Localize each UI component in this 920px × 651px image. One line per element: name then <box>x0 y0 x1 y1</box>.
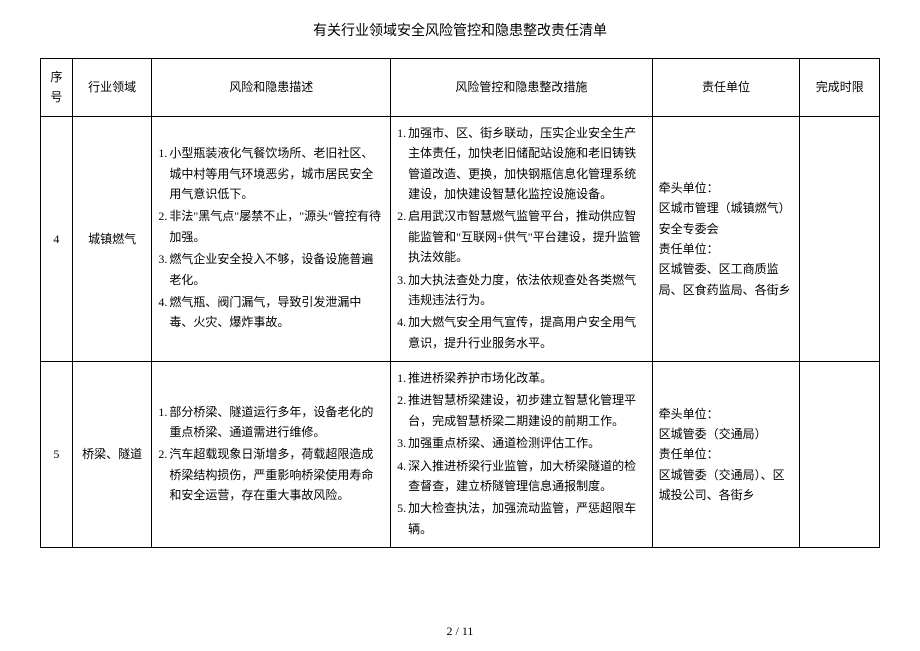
list-item: 1.小型瓶装液化气餐饮场所、老旧社区、城中村等用气环境恶劣，城市居民安全用气意识… <box>158 143 384 204</box>
list-item: 2.非法"黑气点"屡禁不止，"源头"管控有待加强。 <box>158 206 384 247</box>
list-number: 3. <box>158 249 167 290</box>
list-item: 5.加大检查执法，加强流动监管，严惩超限车辆。 <box>397 498 645 539</box>
list-item: 4.燃气瓶、阀门漏气，导致引发泄漏中毒、火灾、爆炸事故。 <box>158 292 384 333</box>
col-header-deadline: 完成时限 <box>800 59 880 117</box>
risk-cell: 1.部分桥梁、隧道运行多年，设备老化的重点桥梁、通道需进行维修。2.汽车超载现象… <box>152 362 391 548</box>
list-item: 1.加强市、区、街乡联动，压实企业安全生产主体责任，加快老旧储配站设施和老旧铸铁… <box>397 123 645 205</box>
page-footer: 2 / 11 <box>0 624 920 639</box>
list-number: 2. <box>158 206 167 247</box>
list-text: 加大执法查处力度，依法依规查处各类燃气违规违法行为。 <box>408 270 645 311</box>
list-number: 1. <box>397 368 406 388</box>
list-text: 推进智慧桥梁建设，初步建立智慧化管理平台，完成智慧桥梁二期建设的前期工作。 <box>408 390 645 431</box>
list-item: 4.深入推进桥梁行业监管，加大桥梁隧道的检查督查，建立桥隧管理信息通报制度。 <box>397 456 645 497</box>
list-number: 3. <box>397 433 406 453</box>
list-item: 3.加强重点桥梁、通道检测评估工作。 <box>397 433 645 453</box>
list-text: 加强市、区、街乡联动，压实企业安全生产主体责任，加快老旧储配站设施和老旧铸铁管道… <box>408 123 645 205</box>
list-item: 1.推进桥梁养护市场化改革。 <box>397 368 645 388</box>
domain-cell: 城镇燃气 <box>72 116 152 361</box>
list-item: 2.汽车超载现象日渐增多，荷载超限造成桥梁结构损伤，严重影响桥梁使用寿命和安全运… <box>158 444 384 505</box>
list-number: 5. <box>397 498 406 539</box>
page-title: 有关行业领域安全风险管控和隐患整改责任清单 <box>40 20 880 40</box>
measure-cell: 1.推进桥梁养护市场化改革。2.推进智慧桥梁建设，初步建立智慧化管理平台，完成智… <box>391 362 652 548</box>
list-item: 2.推进智慧桥梁建设，初步建立智慧化管理平台，完成智慧桥梁二期建设的前期工作。 <box>397 390 645 431</box>
seq-cell: 4 <box>41 116 73 361</box>
deadline-cell <box>800 116 880 361</box>
col-header-domain: 行业领域 <box>72 59 152 117</box>
risk-cell: 1.小型瓶装液化气餐饮场所、老旧社区、城中村等用气环境恶劣，城市居民安全用气意识… <box>152 116 391 361</box>
table-row: 5桥梁、隧道1.部分桥梁、隧道运行多年，设备老化的重点桥梁、通道需进行维修。2.… <box>41 362 880 548</box>
col-header-risk: 风险和隐患描述 <box>152 59 391 117</box>
measure-cell: 1.加强市、区、街乡联动，压实企业安全生产主体责任，加快老旧储配站设施和老旧铸铁… <box>391 116 652 361</box>
list-text: 部分桥梁、隧道运行多年，设备老化的重点桥梁、通道需进行维修。 <box>169 402 384 443</box>
responsibility-table: 序号 行业领域 风险和隐患描述 风险管控和隐患整改措施 责任单位 完成时限 4城… <box>40 58 880 548</box>
list-number: 4. <box>397 312 406 353</box>
list-item: 3.加大执法查处力度，依法依规查处各类燃气违规违法行为。 <box>397 270 645 311</box>
list-text: 加大燃气安全用气宣传，提高用户安全用气意识，提升行业服务水平。 <box>408 312 645 353</box>
unit-cell: 牵头单位： 区城管委（交通局） 责任单位： 区城管委（交通局）、区城投公司、各街… <box>652 362 800 548</box>
list-text: 深入推进桥梁行业监管，加大桥梁隧道的检查督查，建立桥隧管理信息通报制度。 <box>408 456 645 497</box>
table-row: 4城镇燃气1.小型瓶装液化气餐饮场所、老旧社区、城中村等用气环境恶劣，城市居民安… <box>41 116 880 361</box>
list-number: 3. <box>397 270 406 311</box>
list-text: 汽车超载现象日渐增多，荷载超限造成桥梁结构损伤，严重影响桥梁使用寿命和安全运营，… <box>169 444 384 505</box>
list-number: 1. <box>158 402 167 443</box>
col-header-unit: 责任单位 <box>652 59 800 117</box>
list-number: 2. <box>158 444 167 505</box>
list-number: 1. <box>397 123 406 205</box>
list-number: 4. <box>397 456 406 497</box>
col-header-seq: 序号 <box>41 59 73 117</box>
list-item: 4.加大燃气安全用气宣传，提高用户安全用气意识，提升行业服务水平。 <box>397 312 645 353</box>
deadline-cell <box>800 362 880 548</box>
list-number: 1. <box>158 143 167 204</box>
list-item: 1.部分桥梁、隧道运行多年，设备老化的重点桥梁、通道需进行维修。 <box>158 402 384 443</box>
seq-cell: 5 <box>41 362 73 548</box>
list-text: 非法"黑气点"屡禁不止，"源头"管控有待加强。 <box>169 206 384 247</box>
list-text: 小型瓶装液化气餐饮场所、老旧社区、城中村等用气环境恶劣，城市居民安全用气意识低下… <box>169 143 384 204</box>
list-text: 加大检查执法，加强流动监管，严惩超限车辆。 <box>408 498 645 539</box>
list-text: 启用武汉市智慧燃气监管平台，推动供应智能监管和"互联网+供气"平台建设，提升监管… <box>408 206 645 267</box>
list-item: 3.燃气企业安全投入不够，设备设施普遍老化。 <box>158 249 384 290</box>
list-text: 推进桥梁养护市场化改革。 <box>408 368 645 388</box>
domain-cell: 桥梁、隧道 <box>72 362 152 548</box>
list-text: 燃气企业安全投入不够，设备设施普遍老化。 <box>169 249 384 290</box>
unit-cell: 牵头单位： 区城市管理（城镇燃气）安全专委会 责任单位： 区城管委、区工商质监局… <box>652 116 800 361</box>
col-header-measure: 风险管控和隐患整改措施 <box>391 59 652 117</box>
list-number: 2. <box>397 390 406 431</box>
list-item: 2.启用武汉市智慧燃气监管平台，推动供应智能监管和"互联网+供气"平台建设，提升… <box>397 206 645 267</box>
list-number: 4. <box>158 292 167 333</box>
list-text: 加强重点桥梁、通道检测评估工作。 <box>408 433 645 453</box>
table-header-row: 序号 行业领域 风险和隐患描述 风险管控和隐患整改措施 责任单位 完成时限 <box>41 59 880 117</box>
list-number: 2. <box>397 206 406 267</box>
list-text: 燃气瓶、阀门漏气，导致引发泄漏中毒、火灾、爆炸事故。 <box>169 292 384 333</box>
